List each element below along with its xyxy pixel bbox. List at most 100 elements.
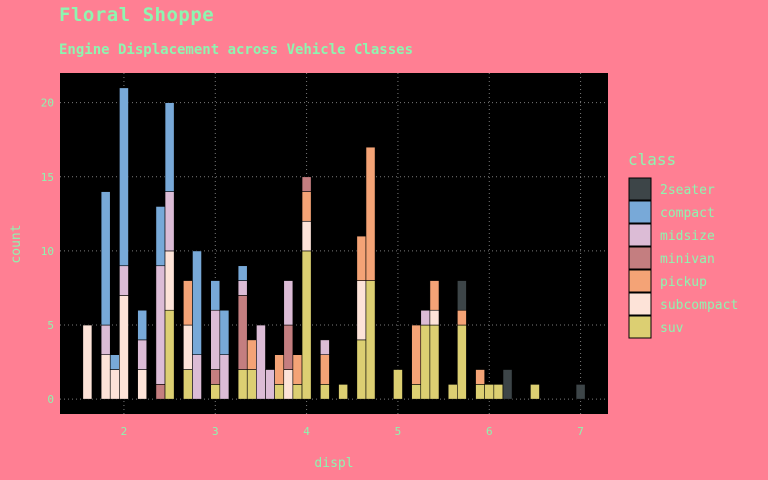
bar-segment-suv xyxy=(530,384,540,400)
bar-segment-suv xyxy=(356,339,367,400)
bar-segment-pickup xyxy=(475,369,486,385)
y-tick-label: 10 xyxy=(41,245,54,258)
bar-segment-suv xyxy=(411,384,422,400)
bar-segment-pickup xyxy=(365,146,376,281)
bar-segment-midsize xyxy=(219,354,230,400)
legend: class 2seater compact midsize minivan pickup… xyxy=(628,150,738,339)
plot-panel xyxy=(60,73,608,414)
bar-segment-suv xyxy=(365,280,376,400)
legend-key-2seater xyxy=(628,177,652,201)
bar-segment-suv xyxy=(484,384,495,400)
x-tick-label: 2 xyxy=(121,425,128,438)
bar-segment-midsize xyxy=(283,280,294,326)
bar-segment-compact xyxy=(219,309,230,355)
x-axis-title: displ xyxy=(314,456,353,471)
y-tick-label: 20 xyxy=(41,97,54,110)
bar-segment-midsize xyxy=(137,339,148,370)
bar-segment-midsize xyxy=(100,324,111,355)
bar-segment-pickup xyxy=(183,280,193,326)
bar-segment-subcompact xyxy=(183,324,193,370)
legend-key-subcompact xyxy=(628,292,652,316)
chart-title: Floral Shoppe xyxy=(59,4,215,26)
bar-segment-suv xyxy=(393,369,403,400)
bar-segment-pickup xyxy=(429,280,440,311)
legend-key-midsize xyxy=(628,223,652,247)
bar-segment-suv xyxy=(164,309,175,400)
x-tick-label: 4 xyxy=(303,425,310,438)
legend-label-minivan: minivan xyxy=(660,252,715,267)
legend-key-compact xyxy=(628,200,652,224)
bar-segment-pickup xyxy=(319,354,330,385)
bar-segment-suv xyxy=(420,324,431,400)
bar-segment-suv xyxy=(183,369,193,400)
bar-segment-compact xyxy=(164,102,175,192)
bar-segment-minivan xyxy=(283,324,294,370)
bar-segment-minivan xyxy=(301,176,312,192)
legend-label-compact: compact xyxy=(660,206,715,221)
bar-segment-suv xyxy=(246,369,257,400)
bar-segment-midsize xyxy=(420,309,431,326)
bar-segment-pickup xyxy=(274,354,285,385)
x-tick-label: 6 xyxy=(486,425,493,438)
bar-segment-suv xyxy=(493,384,504,400)
bar-segment-pickup xyxy=(356,235,367,281)
bar-segment-suv xyxy=(210,384,221,400)
bar-segment-pickup xyxy=(292,354,303,385)
bar-segment-suv xyxy=(475,384,486,400)
bar-segment-midsize xyxy=(119,265,129,296)
y-tick-label: 0 xyxy=(47,393,54,406)
bar-segment-suv xyxy=(447,384,458,400)
bar-segment-subcompact xyxy=(283,369,294,400)
bar-segment-subcompact xyxy=(164,250,175,311)
bar-segment-midsize xyxy=(192,354,202,400)
legend-title: class xyxy=(628,150,676,169)
bar-segment-subcompact xyxy=(109,369,120,400)
y-tick-label: 5 xyxy=(47,319,54,332)
bar-segment-compact xyxy=(210,280,221,311)
legend-key-minivan xyxy=(628,246,652,270)
y-axis-title: count xyxy=(9,224,24,263)
bar-segment-subcompact xyxy=(119,295,129,400)
bar-segment-pickup xyxy=(246,339,257,370)
bar-segment-midsize xyxy=(256,324,266,400)
bar-segment-compact xyxy=(192,250,202,355)
bar-layer xyxy=(82,87,586,400)
legend-label-pickup: pickup xyxy=(660,275,707,290)
bar-segment-pickup xyxy=(301,191,312,222)
bar-segment-midsize xyxy=(319,339,330,355)
chart-subtitle: Engine Displacement across Vehicle Class… xyxy=(59,42,414,58)
bar-segment-minivan xyxy=(155,384,166,400)
bar-segment-midsize xyxy=(237,280,248,296)
x-tick-label: 7 xyxy=(577,425,584,438)
bar-segment-suv xyxy=(274,384,285,400)
bar-segment-suv xyxy=(237,369,248,400)
bar-segment-subcompact xyxy=(82,324,93,400)
bar-segment-subcompact xyxy=(100,354,111,400)
bar-segment-midsize xyxy=(265,369,275,400)
bar-segment-compact xyxy=(137,309,148,341)
bar-segment-compact xyxy=(237,265,248,281)
bar-segment-suv xyxy=(429,324,440,400)
bar-segment-compact xyxy=(119,87,129,267)
y-tick-label: 15 xyxy=(41,171,54,184)
x-tick-label: 5 xyxy=(395,425,402,438)
bar-segment-subcompact xyxy=(429,309,440,326)
legend-key-suv xyxy=(628,315,652,339)
bar-segment-suv xyxy=(456,324,467,400)
legend-label-subcompact: subcompact xyxy=(660,298,738,313)
bar-segment-2seater xyxy=(575,384,586,400)
bar-segment-midsize xyxy=(155,265,166,385)
bar-segment-2seater xyxy=(502,369,513,400)
bar-segment-minivan xyxy=(210,369,221,385)
bar-segment-compact xyxy=(109,354,120,370)
bar-segment-suv xyxy=(292,384,303,400)
bar-segment-pickup xyxy=(456,309,467,326)
bar-segment-compact xyxy=(155,206,166,267)
legend-label-midsize: midsize xyxy=(660,229,715,244)
bar-segment-suv xyxy=(301,250,312,400)
bar-segment-2seater xyxy=(456,280,467,311)
legend-key-pickup xyxy=(628,269,652,293)
x-tick-label: 3 xyxy=(212,425,219,438)
bar-segment-suv xyxy=(319,384,330,400)
